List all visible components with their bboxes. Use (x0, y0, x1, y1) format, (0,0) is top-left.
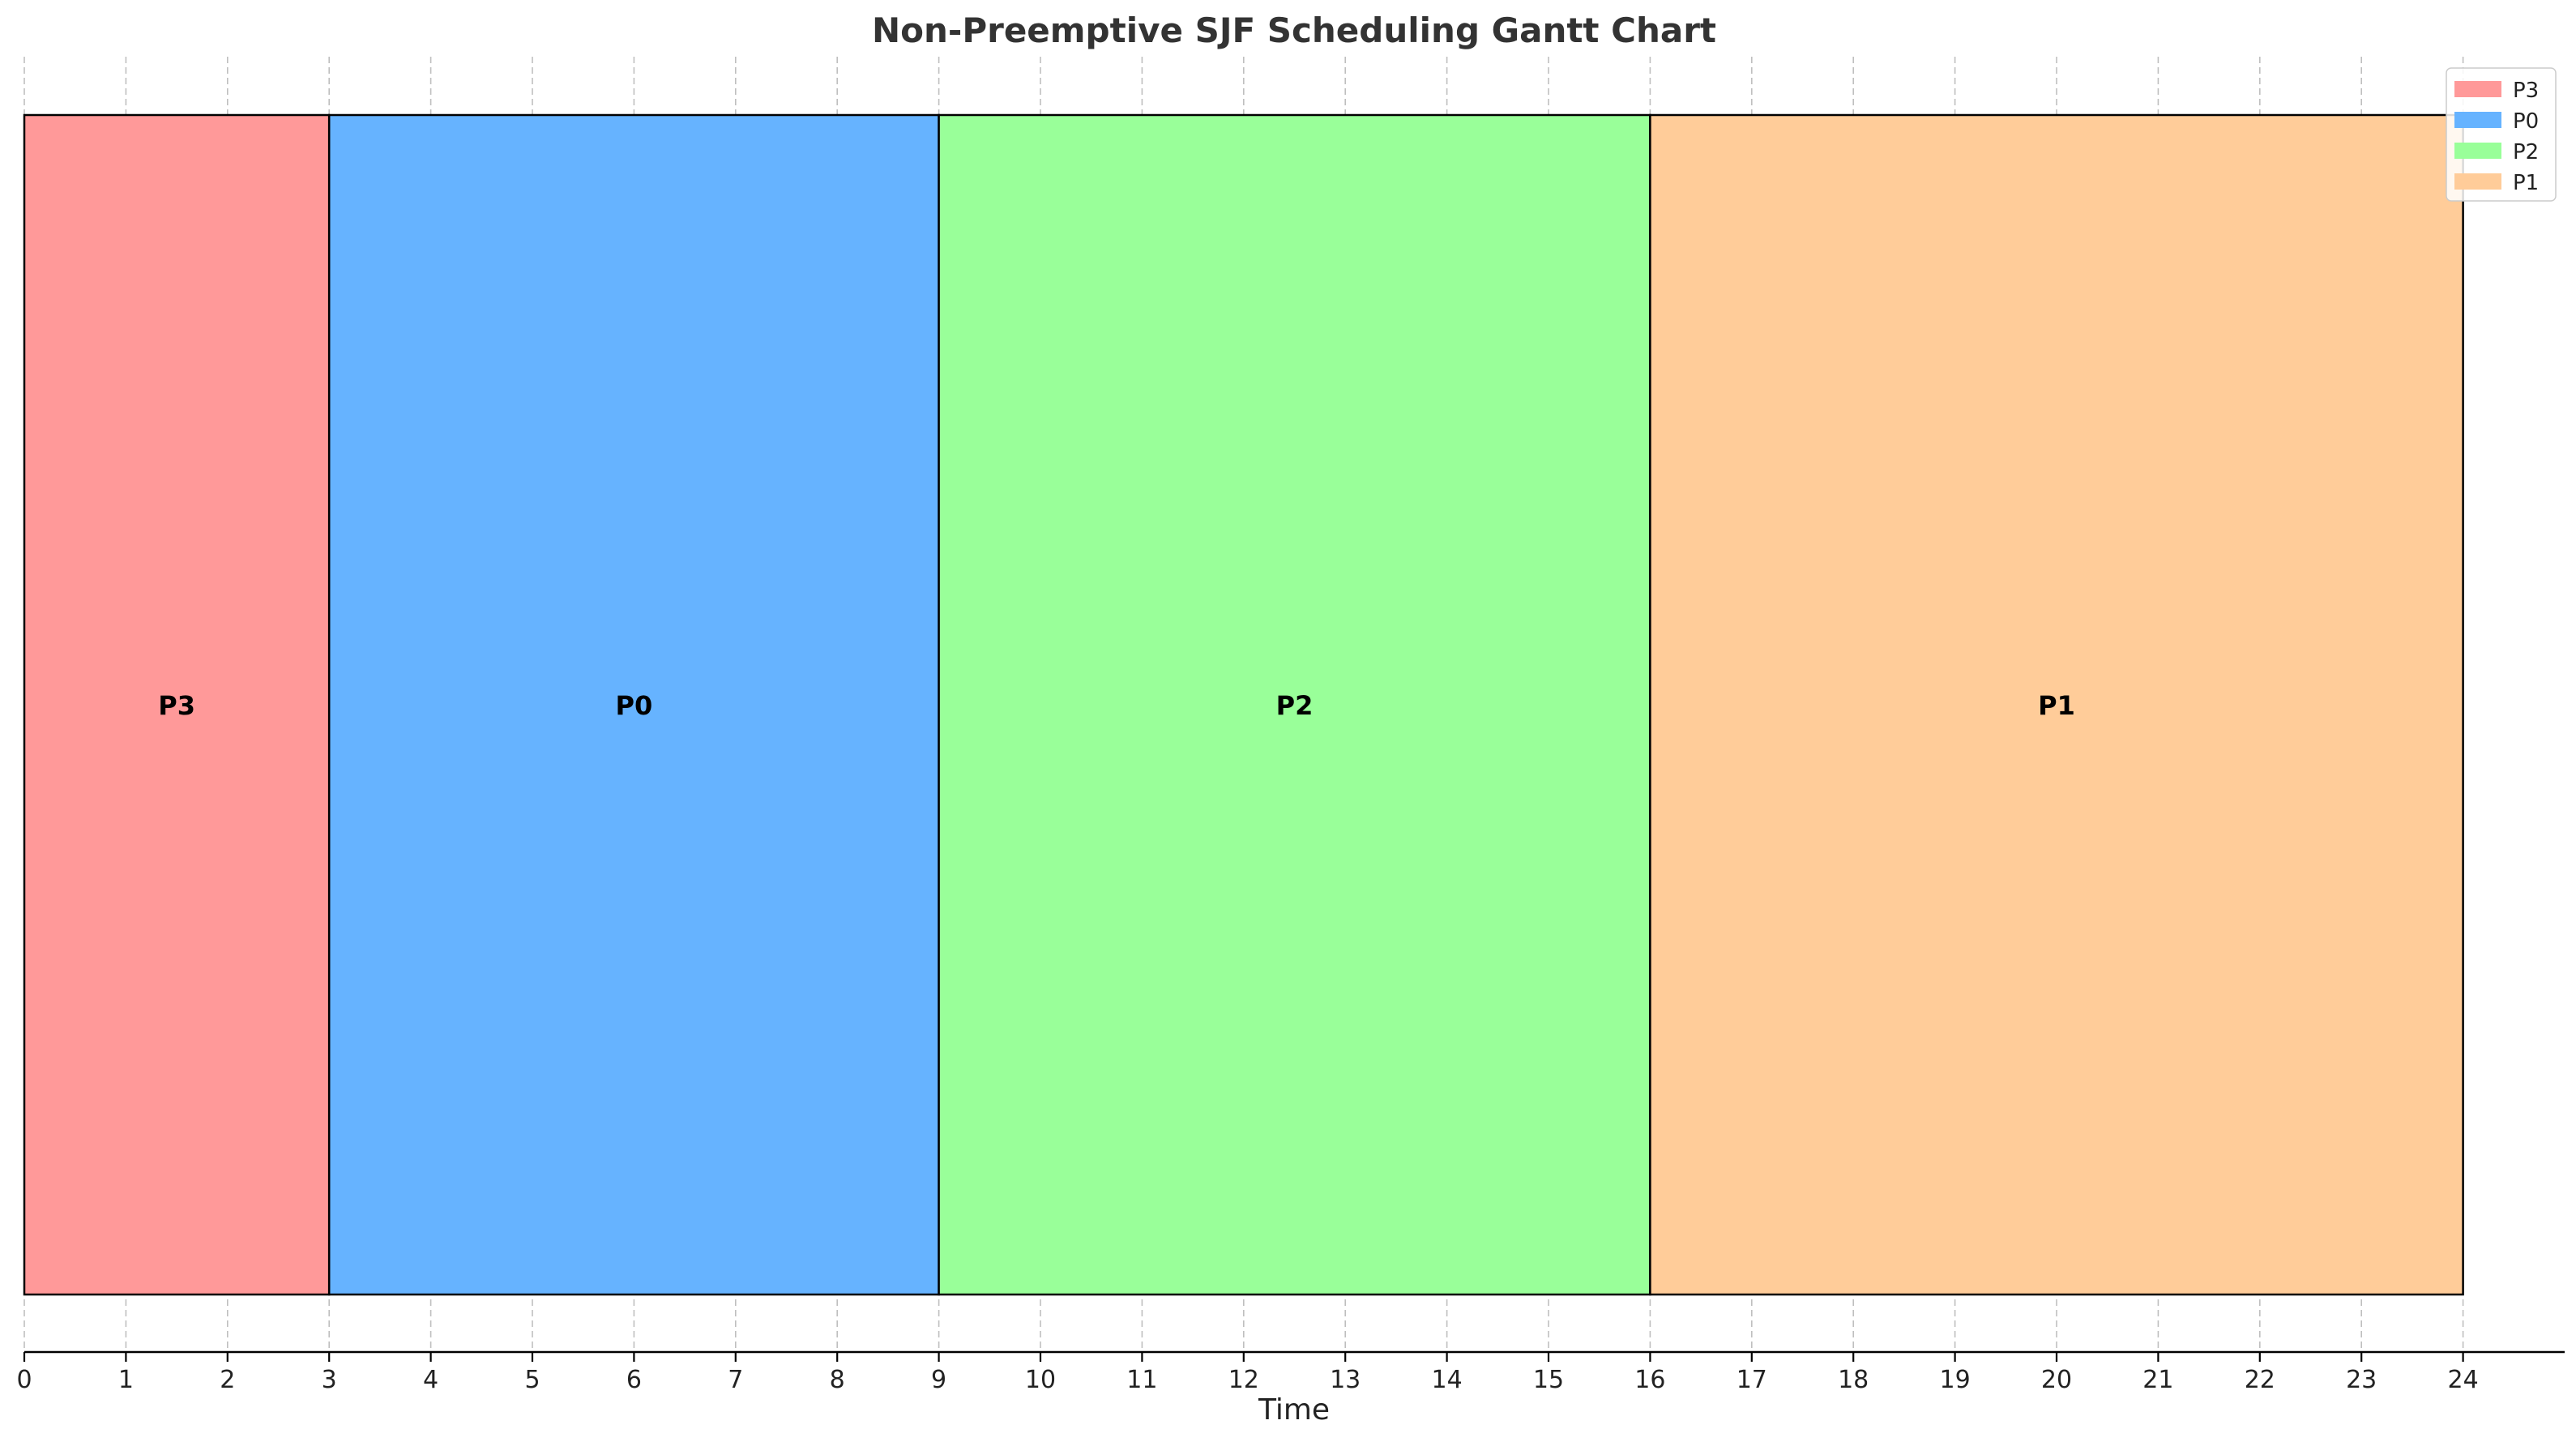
x-tick-label: 11 (1126, 1366, 1157, 1394)
chart-title: Non-Preemptive SJF Scheduling Gantt Char… (872, 11, 1716, 50)
x-tick-label: 3 (322, 1366, 337, 1394)
x-tick-label: 13 (1330, 1366, 1361, 1394)
x-tick-label: 19 (1940, 1366, 1971, 1394)
task-label-p2: P2 (1276, 690, 1314, 721)
x-axis-label: Time (1258, 1393, 1330, 1427)
x-axis: 0 1 2 3 4 5 6 7 8 9 10 11 12 13 14 15 16 17 18 19 20 21 22 23 24 (16, 1350, 2565, 1394)
x-tick-label: 16 (1634, 1366, 1665, 1394)
x-tick-label: 2 (220, 1366, 235, 1394)
legend-box (2446, 67, 2557, 202)
x-tick-label: 24 (2448, 1366, 2479, 1394)
task-label-p1: P1 (2038, 690, 2075, 721)
x-tick-label: 10 (1025, 1366, 1056, 1394)
legend: P3 P0 P2 P1 (2446, 67, 2557, 202)
x-tick-label: 0 (16, 1366, 32, 1394)
x-tick-label: 14 (1432, 1366, 1463, 1394)
legend-label-p1: P1 (2513, 171, 2539, 195)
x-tick-label: 4 (423, 1366, 438, 1394)
x-tick-label: 23 (2346, 1366, 2377, 1394)
legend-label-p2: P2 (2513, 140, 2539, 164)
x-tick-label: 20 (2041, 1366, 2072, 1394)
x-tick-label: 22 (2245, 1366, 2275, 1394)
legend-label-p0: P0 (2513, 109, 2539, 134)
x-tick-label: 17 (1737, 1366, 1767, 1394)
task-bar-p3 (23, 113, 331, 1296)
x-tick-label: 1 (118, 1366, 134, 1394)
task-bar-p1 (1649, 113, 2464, 1296)
x-tick-label: 5 (524, 1366, 540, 1394)
task-bar-p0 (327, 113, 940, 1296)
task-label-p0: P0 (616, 690, 653, 721)
task-label-p3: P3 (158, 690, 195, 721)
legend-label-p3: P3 (2513, 79, 2539, 103)
x-tick-label: 21 (2142, 1366, 2173, 1394)
legend-swatch-p2 (2454, 143, 2501, 159)
x-tick-label: 6 (626, 1366, 642, 1394)
x-tick-label: 15 (1533, 1366, 1564, 1394)
legend-swatch-p3 (2454, 81, 2501, 97)
legend-swatch-p1 (2454, 173, 2501, 190)
x-tick-label: 7 (728, 1366, 743, 1394)
task-bars (23, 113, 2464, 1296)
x-tick-label: 18 (1838, 1366, 1869, 1394)
x-tick-label: 12 (1228, 1366, 1259, 1394)
x-tick-label: 9 (931, 1366, 946, 1394)
task-labels: P3 P0 P2 P1 (158, 690, 2075, 721)
task-bar-p2 (938, 113, 1651, 1296)
x-tick-label: 8 (830, 1366, 845, 1394)
legend-swatch-p0 (2454, 112, 2501, 128)
